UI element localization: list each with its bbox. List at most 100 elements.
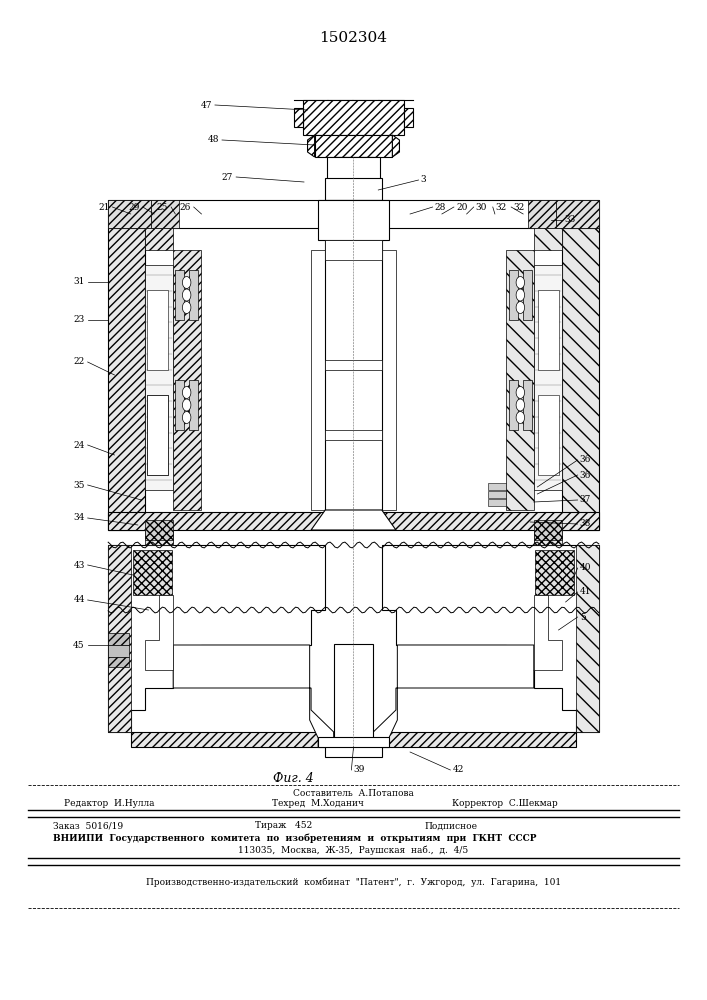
Circle shape [182,276,191,288]
Bar [108,545,131,732]
Bar [145,520,173,540]
Circle shape [516,412,525,424]
Text: Тираж   452: Тираж 452 [255,822,312,830]
Text: 20: 20 [456,202,467,212]
Bar [327,157,380,179]
Polygon shape [308,135,315,157]
Bar [147,395,168,475]
Polygon shape [373,645,534,747]
Bar [535,550,574,595]
Text: 37: 37 [580,495,591,504]
Bar [506,250,534,510]
Circle shape [182,399,191,411]
Bar [538,395,559,475]
Text: 26: 26 [180,202,191,212]
Bar [523,270,532,320]
Bar [528,200,556,228]
Polygon shape [173,645,334,747]
Text: Заказ  5016/19: Заказ 5016/19 [53,822,123,830]
Bar [382,250,396,510]
Text: Фиг. 4: Фиг. 4 [273,772,314,784]
Bar [325,430,382,440]
Bar [488,483,506,490]
Bar [556,200,599,228]
Bar [145,228,173,250]
Circle shape [182,302,191,314]
Circle shape [516,387,525,399]
Text: 36: 36 [580,471,591,480]
Bar [509,380,518,430]
Text: 113035,  Москва,  Ж-35,  Раушская  наб.,  д.  4/5: 113035, Москва, Ж-35, Раушская наб., д. … [238,845,469,855]
Text: 22: 22 [74,358,85,366]
Text: 23: 23 [74,316,85,324]
Bar [108,228,145,530]
Text: 21: 21 [98,202,110,212]
Text: 35: 35 [74,481,85,489]
Bar [294,108,303,127]
Circle shape [182,289,191,301]
Bar [303,100,404,135]
Bar [325,178,382,200]
Circle shape [182,412,191,424]
Polygon shape [108,545,325,732]
Text: Техред  М.Ходанич: Техред М.Ходанич [272,798,364,808]
Text: ВНИИПИ  Государственного  комитета  по  изобретениям  и  открытиям  при  ГКНТ  С: ВНИИПИ Государственного комитета по изоб… [53,833,537,843]
Circle shape [516,302,525,314]
Text: Подписное: Подписное [424,822,477,830]
Text: 32: 32 [513,202,525,212]
Bar [509,270,518,320]
Bar [325,360,382,370]
Text: 43: 43 [74,560,85,570]
Bar [534,520,562,540]
Text: 48: 48 [208,135,219,144]
Bar [151,200,179,228]
Bar [131,732,576,747]
Text: 45: 45 [74,641,85,650]
Polygon shape [382,545,599,732]
Bar [189,380,198,430]
Bar [133,550,172,595]
Bar [189,270,198,320]
Bar [145,265,173,490]
Text: 25: 25 [157,202,168,212]
Bar [534,265,562,490]
Bar [538,290,559,370]
Bar [534,228,562,250]
Bar [175,380,184,430]
Bar [173,250,201,510]
Text: 40: 40 [580,564,591,572]
Circle shape [516,399,525,411]
Bar [523,380,532,430]
Bar [488,499,506,506]
Text: 38: 38 [580,520,591,528]
Bar [488,491,506,498]
Text: 32: 32 [495,202,506,212]
Bar [108,200,151,228]
Polygon shape [392,135,399,157]
Circle shape [182,387,191,399]
Bar [145,530,173,545]
Text: Корректор  С.Шекмар: Корректор С.Шекмар [452,798,559,808]
Text: 41: 41 [580,587,591,596]
Text: 39: 39 [354,766,365,774]
Polygon shape [145,595,173,670]
Bar [108,200,599,228]
Text: Производственно-издательский  комбинат  "Патент",  г.  Ужгород,  ул.  Гагарина, : Производственно-издательский комбинат "П… [146,877,561,887]
Polygon shape [311,510,396,530]
Bar [576,545,599,732]
Text: 24: 24 [74,440,85,450]
Bar [318,737,389,747]
Text: 34: 34 [74,514,85,522]
Bar [108,512,599,530]
Text: 33: 33 [564,216,575,225]
Text: 27: 27 [222,172,233,182]
Bar [318,200,389,240]
Bar [108,657,129,667]
Bar [311,250,325,510]
Bar [404,108,413,127]
Text: 5: 5 [580,612,585,621]
Text: Составитель  А.Потапова: Составитель А.Потапова [293,788,414,798]
Bar [147,290,168,370]
Polygon shape [534,595,562,670]
Text: 30: 30 [476,202,487,212]
